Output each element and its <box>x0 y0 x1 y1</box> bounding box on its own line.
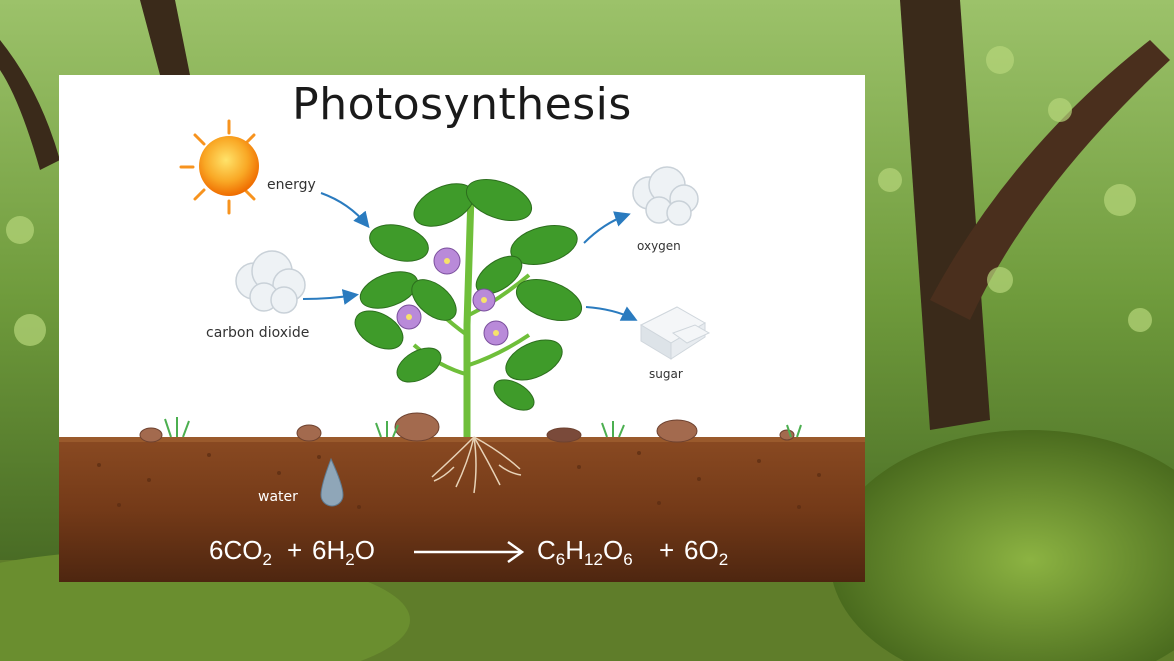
product-o2: 6O2 <box>684 535 729 570</box>
photosynthesis-diagram: Photosynthesis energy carbon dioxide oxy… <box>59 75 865 582</box>
oxygen-cloud-icon <box>632 166 699 226</box>
label-energy: energy <box>267 177 316 193</box>
plus-sign-1: + <box>287 535 303 565</box>
carbon-dioxide-cloud-icon <box>235 250 306 314</box>
chemical-equation: 6CO2 + 6H2O C6H12O6 + 6O2 <box>59 529 865 573</box>
label-water: water <box>258 489 298 505</box>
plant-icon <box>354 178 583 437</box>
reactant-co2: 6CO2 <box>209 535 272 570</box>
label-carbon-dioxide: carbon dioxide <box>206 325 310 341</box>
diagram-title: Photosynthesis <box>292 79 632 130</box>
label-oxygen: oxygen <box>637 239 681 253</box>
water-drop-icon <box>320 457 344 507</box>
reaction-arrow-icon <box>414 540 525 564</box>
reactant-h2o: 6H2O <box>312 535 375 570</box>
soil-ground <box>59 437 865 582</box>
product-glucose: C6H12O6 <box>537 535 633 570</box>
sun-icon <box>179 119 259 215</box>
grass-tufts <box>164 417 802 438</box>
diagram-artwork <box>59 119 865 582</box>
sugar-cubes-icon <box>639 306 711 360</box>
roots <box>431 436 522 494</box>
plus-sign-2: + <box>659 535 675 565</box>
label-sugar: sugar <box>649 367 683 381</box>
rocks <box>139 412 795 443</box>
